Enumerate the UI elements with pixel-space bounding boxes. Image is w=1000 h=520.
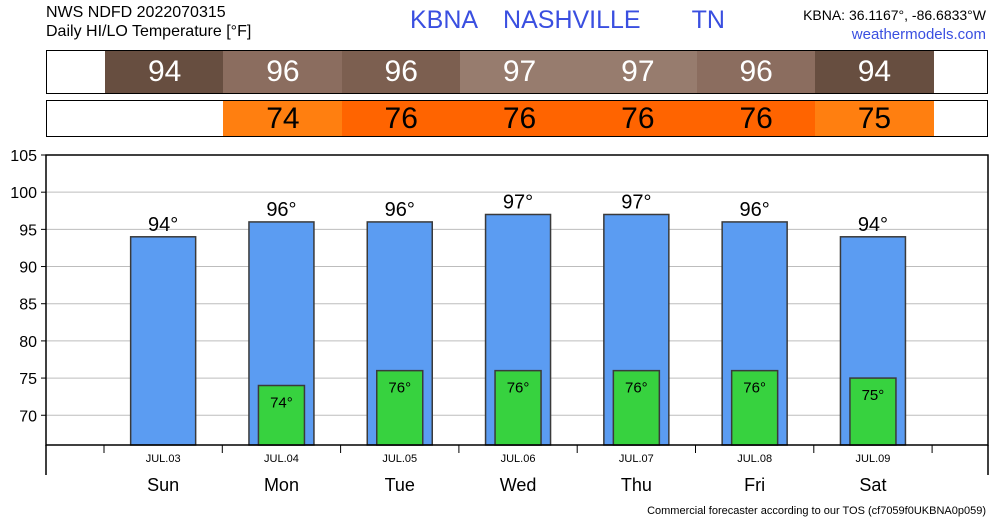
site-link[interactable]: weathermodels.com <box>851 26 986 43</box>
high-bar-label: 96° <box>385 199 415 221</box>
y-tick-label: 90 <box>19 260 37 277</box>
x-date-label: JUL.03 <box>146 453 181 465</box>
station-info: KBNA: 36.1167°, -86.6833°W weathermodels… <box>803 5 986 45</box>
x-date-label: JUL.09 <box>856 453 891 465</box>
x-date-label: JUL.04 <box>264 453 299 465</box>
station-code: KBNA <box>410 6 479 34</box>
x-day-label: Wed <box>500 475 537 495</box>
x-day-label: Thu <box>621 475 652 495</box>
high-bar-label: 96° <box>740 199 770 221</box>
high-bar-label: 94° <box>148 214 178 236</box>
city-name: NASHVILLE <box>503 6 641 34</box>
high-bar-label: 97° <box>621 191 651 213</box>
hi-strip-cell: 94 <box>814 51 935 93</box>
y-tick-label: 105 <box>10 148 37 165</box>
y-tick-label: 85 <box>19 297 37 314</box>
y-tick-label: 75 <box>19 371 37 388</box>
x-date-label: JUL.08 <box>737 453 772 465</box>
x-date-label: JUL.07 <box>619 453 654 465</box>
y-tick-label: 100 <box>10 185 37 202</box>
y-tick-label: 80 <box>19 334 37 351</box>
high-bar-label: 96° <box>266 199 296 221</box>
low-bar-label: 74° <box>270 395 293 412</box>
lo-strip-cell: 76 <box>578 101 698 136</box>
high-bar-label: 97° <box>503 191 533 213</box>
hi-strip-cell: 96 <box>696 51 816 93</box>
low-bar-label: 76° <box>507 380 530 397</box>
x-day-label: Fri <box>744 475 765 495</box>
station-coordinates: KBNA: 36.1167°, -86.6833°W <box>803 7 986 23</box>
high-bar-label: 94° <box>858 214 888 236</box>
lo-strip-cell: 76 <box>341 101 461 136</box>
hi-strip-cell: 94 <box>105 51 225 93</box>
hi-strip-cell: 96 <box>223 51 343 93</box>
low-bar-label: 76° <box>743 380 766 397</box>
hi-strip-cell: 97 <box>459 51 580 93</box>
state-code: TN <box>691 6 725 34</box>
product-header: NWS NDFD 2022070315 Daily HI/LO Temperat… <box>46 3 251 41</box>
temperature-chart: 70 75 80 85 90 95 100 105 94° 96° 96° 97° 97° 96° 94° 7… <box>10 148 989 495</box>
x-date-label: JUL.05 <box>382 453 417 465</box>
high-temp-strip: 94 96 96 97 97 96 94 <box>46 50 988 94</box>
hi-strip-cell: 97 <box>578 51 698 93</box>
lo-strip-cell: 76 <box>459 101 580 136</box>
product-id: NWS NDFD 2022070315 <box>46 4 226 21</box>
x-day-label: Sun <box>147 475 179 495</box>
low-bar <box>730 369 779 446</box>
low-bar <box>849 377 897 446</box>
low-temp-strip: 74 76 76 76 76 75 <box>46 100 988 137</box>
low-bar <box>494 369 542 446</box>
x-day-label: Sat <box>859 475 886 495</box>
low-bar-label: 75° <box>862 387 885 404</box>
low-bar-label: 76° <box>388 380 411 397</box>
y-tick-label: 70 <box>19 408 37 425</box>
x-day-label: Mon <box>264 475 299 495</box>
hi-strip-cell: 96 <box>341 51 461 93</box>
plot-frame <box>45 154 989 446</box>
low-bar-label: 76° <box>625 380 648 397</box>
footer-note: Commercial forecaster according to our T… <box>647 505 986 517</box>
lo-strip-cell: 74 <box>223 101 343 136</box>
x-date-label: JUL.06 <box>501 453 536 465</box>
x-day-label: Tue <box>385 475 415 495</box>
y-tick-label: 95 <box>19 222 37 239</box>
location-title: KBNA NASHVILLE TN <box>410 6 743 35</box>
lo-strip-cell: 75 <box>814 101 935 136</box>
low-bar <box>376 369 424 446</box>
high-bar <box>129 236 197 446</box>
lo-strip-cell: 76 <box>696 101 816 136</box>
product-subtitle: Daily HI/LO Temperature [°F] <box>46 23 252 40</box>
low-bar <box>612 369 661 446</box>
